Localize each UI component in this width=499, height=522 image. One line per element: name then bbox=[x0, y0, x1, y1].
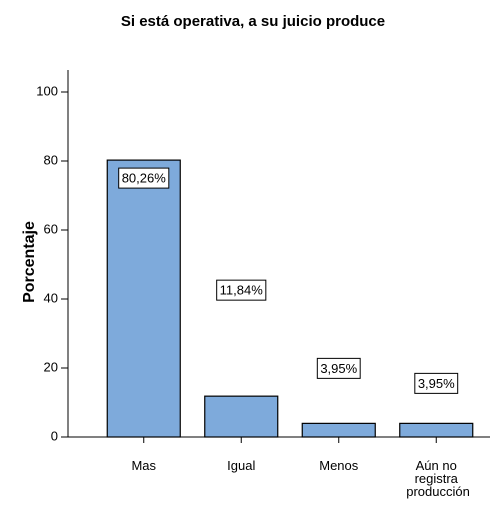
value-label: 3,95% bbox=[418, 376, 455, 391]
y-tick-label: 100 bbox=[36, 83, 58, 98]
value-label-box bbox=[216, 279, 267, 301]
y-tick-label: 60 bbox=[44, 221, 58, 236]
bar bbox=[204, 395, 279, 438]
bar bbox=[106, 159, 181, 438]
x-tick-label-box: Igual bbox=[227, 459, 256, 473]
x-tick-label: Mas bbox=[131, 459, 157, 473]
y-tick-label: 80 bbox=[44, 152, 58, 167]
value-label-box bbox=[414, 372, 459, 394]
y-tick-label: 0 bbox=[51, 428, 58, 443]
value-label-box bbox=[118, 167, 170, 189]
x-tick-label-box: Menos bbox=[319, 459, 359, 473]
y-axis-label: Porcentaje bbox=[21, 221, 38, 303]
value-label: 80,26% bbox=[122, 171, 167, 186]
value-label: 11,84% bbox=[220, 283, 264, 298]
y-tick-label: 40 bbox=[44, 290, 58, 305]
x-tick-label-box: Mas bbox=[131, 459, 157, 473]
x-tick-label: Igual bbox=[227, 459, 256, 473]
bar bbox=[301, 422, 376, 438]
value-label: 3,95% bbox=[320, 361, 357, 376]
x-tick-label-box: Aún no registra producción bbox=[406, 459, 470, 499]
bar bbox=[399, 422, 474, 438]
chart-title: Si está operativa, a su juicio produce bbox=[121, 13, 385, 30]
value-label-box bbox=[316, 357, 361, 379]
x-tick-label: Aún no registra producción bbox=[406, 459, 470, 499]
x-tick-label: Menos bbox=[319, 459, 359, 473]
y-tick-label: 20 bbox=[44, 359, 58, 374]
